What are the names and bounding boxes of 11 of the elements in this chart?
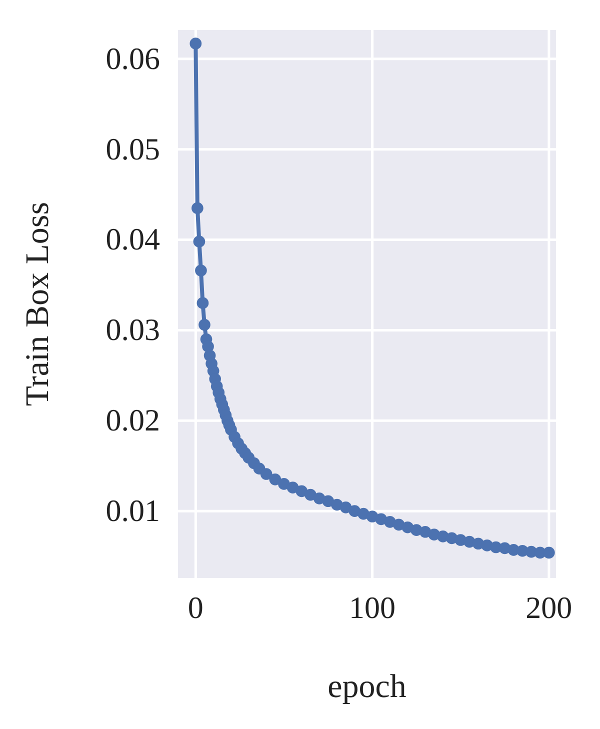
y-axis-title: Train Box Loss [20,202,56,406]
x-tick-label: 100 [349,590,396,626]
x-tick-label: 200 [526,590,572,626]
x-tick-label: 0 [188,590,204,626]
y-tick-label: 0.02 [106,402,160,438]
x-axis-title: epoch [328,669,407,705]
y-tick-label: 0.06 [106,40,160,76]
y-tick-label: 0.01 [106,493,160,528]
y-tick-label: 0.05 [106,131,160,166]
y-tick-label: 0.04 [106,222,160,257]
y-tick-label: 0.03 [106,312,160,348]
